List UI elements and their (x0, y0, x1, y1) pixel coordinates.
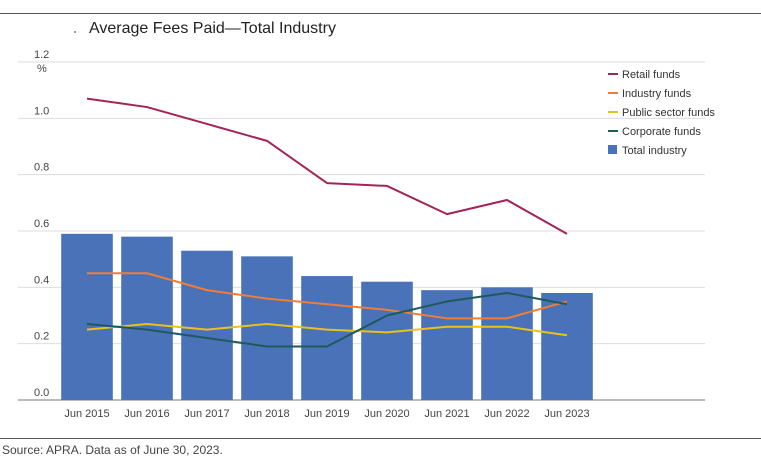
source-note: Source: APRA. Data as of June 30, 2023. (2, 443, 223, 457)
top-rule (0, 13, 761, 14)
bar-total-industry (241, 256, 293, 400)
y-axis-unit: % (37, 63, 47, 75)
legend-swatch (608, 145, 617, 154)
x-tick-label: Jun 2016 (124, 408, 169, 420)
title-marker (74, 31, 76, 33)
x-tick-label: Jun 2022 (484, 408, 529, 420)
series-lines (86, 97, 568, 348)
bar-total-industry (541, 292, 593, 400)
x-tick-label: Jun 2017 (184, 408, 229, 420)
series-line-retail-funds (86, 97, 568, 235)
x-tick-label: Jun 2020 (364, 408, 409, 420)
legend-entry: Retail funds (622, 69, 681, 81)
y-tick-label: 0.0 (34, 387, 49, 399)
bottom-rule (0, 438, 761, 439)
bar-total-industry (61, 233, 113, 400)
legend-entry: Total industry (622, 145, 687, 157)
series-line-public-sector-funds (86, 322, 568, 337)
chart-title: Average Fees Paid—Total Industry (89, 20, 336, 37)
legend-entry: Corporate funds (622, 126, 701, 138)
x-tick-label: Jun 2021 (424, 408, 469, 420)
y-tick-label: 1.2 (34, 49, 49, 61)
legend: Retail funds Industry funds Public sector … (608, 69, 715, 157)
series-line-industry-funds (87, 272, 568, 320)
legend-entry: Public sector funds (622, 107, 715, 119)
y-tick-label: 1.0 (34, 105, 49, 117)
bar-total-industry (361, 281, 413, 400)
y-tick-label: 0.2 (34, 331, 49, 343)
bar-total-industry (181, 250, 233, 400)
chart-svg: 0.00.20.40.60.81.01.2% Jun 2015 Jun 2016 J… (18, 49, 715, 420)
y-tick-label: 0.6 (34, 218, 49, 230)
x-tick-label: Jun 2019 (304, 408, 349, 420)
x-tick-label: Jun 2018 (244, 408, 289, 420)
x-tick-label: Jun 2023 (544, 408, 589, 420)
bars (61, 233, 593, 400)
x-axis: Jun 2015 Jun 2016 Jun 2017 Jun 2018 Jun 2019… (64, 408, 589, 420)
y-tick-label: 0.4 (34, 274, 49, 286)
bar-total-industry (121, 236, 173, 400)
bar-total-industry (481, 287, 533, 400)
bar-total-industry (421, 290, 473, 400)
y-axis: 0.0 0.2 0.4 0.6 0.8 1.0 1.2% (34, 49, 49, 399)
series-line-corporate-funds (86, 291, 568, 348)
legend-entry: Industry funds (622, 88, 692, 100)
y-tick-label: 0.8 (34, 162, 49, 174)
x-tick-label: Jun 2015 (64, 408, 109, 420)
